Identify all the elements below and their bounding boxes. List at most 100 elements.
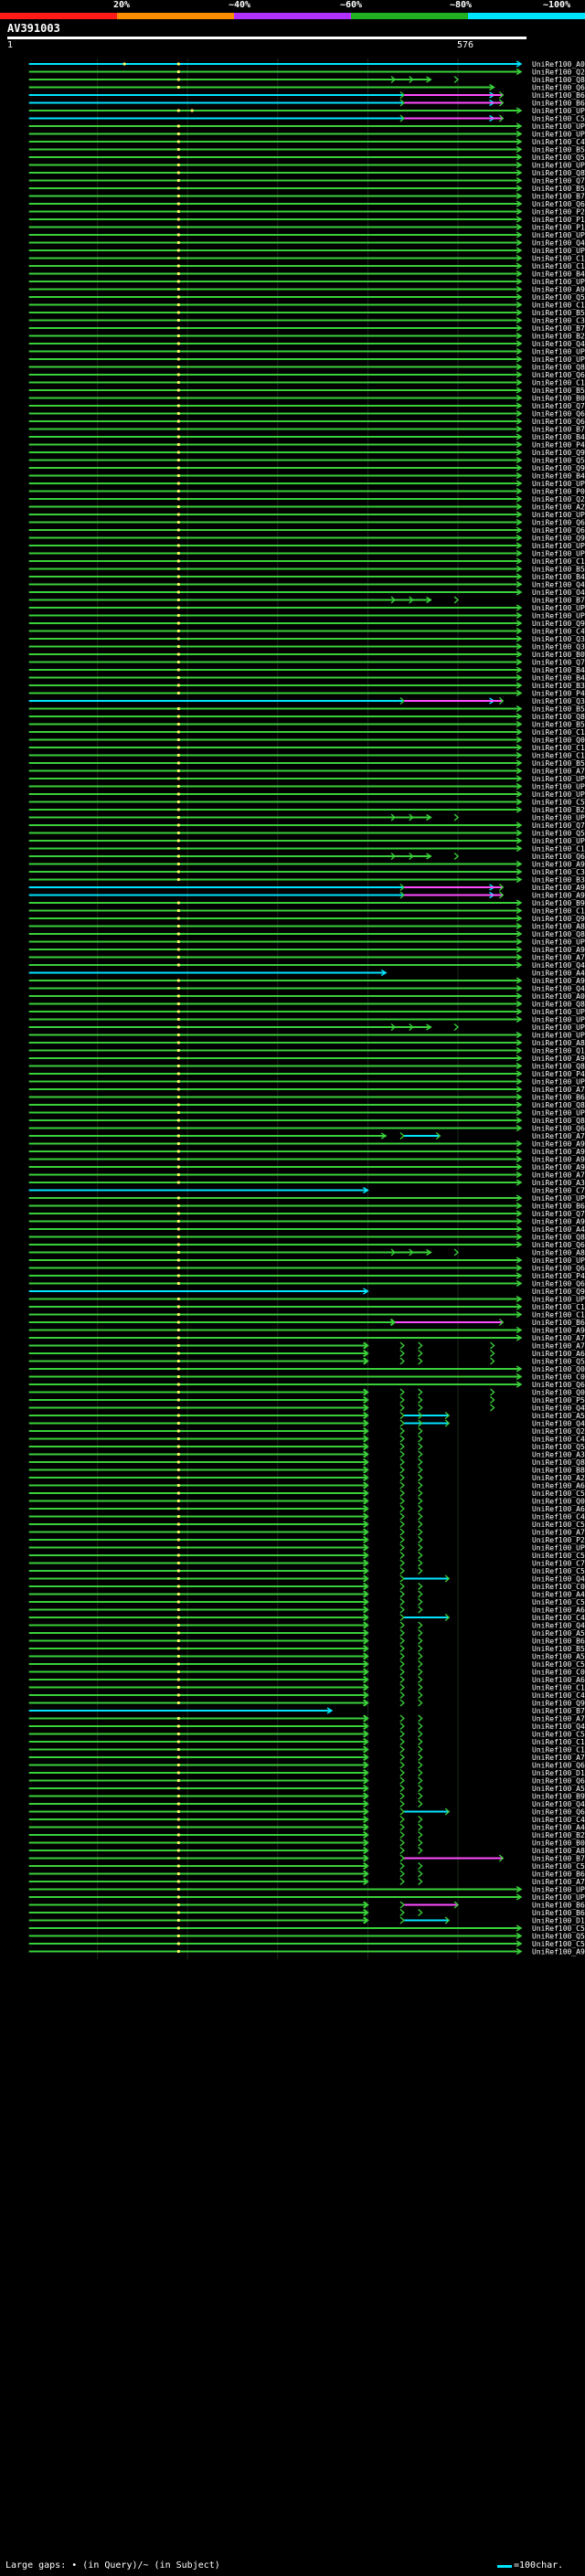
hit-label[interactable]: UniRef100_UP1000... [532,1256,585,1265]
hit-label[interactable]: UniRef100_Q9YHV6 [532,464,585,472]
hit-label[interactable]: UniRef100_Q65353 [532,84,585,92]
hit-label[interactable]: UniRef100_C1BXZ1 [532,728,585,737]
hit-label[interactable]: UniRef100_A9SUJ3 [532,1163,585,1171]
hit-label[interactable]: UniRef100_A5E640 [532,1653,585,1661]
hit-label[interactable]: UniRef100_UP1000... [532,612,585,620]
hit-label[interactable]: UniRef100_UP1000... [532,131,585,139]
hit-label[interactable]: UniRef100_O44248 [532,588,585,597]
hit-label[interactable]: UniRef100_Q9YGR5 [532,620,585,628]
hit-label[interactable]: UniRef100_B4LQQ5 [532,270,585,279]
hit-label[interactable]: UniRef100_Q5EGD2 [532,1933,585,1941]
hit-label[interactable]: UniRef100_UP1000... [532,1544,585,1553]
hit-label[interactable]: UniRef100_A9PI54 [532,1140,585,1149]
hit-label[interactable]: UniRef100_C7TXS6 [532,1187,585,1195]
hit-label[interactable]: UniRef100_P09895 [532,488,585,496]
hit-label[interactable]: UniRef100_C4Y6S2 [532,1691,585,1700]
hit-label[interactable]: UniRef100_A9PB43 [532,946,585,954]
hit-label[interactable]: UniRef100_Q0C971 [532,1389,585,1397]
hit-label[interactable]: UniRef100_B6TYP7 [532,91,585,100]
hit-label[interactable]: UniRef100_UP1000... [532,278,585,286]
hit-label[interactable]: UniRef100_UP1000... [532,790,585,799]
hit-label[interactable]: UniRef100_P49207 [532,1070,585,1078]
hit-label[interactable]: UniRef100_A9Z178 [532,286,585,294]
hit-label[interactable]: UniRef100_C4LUS6 [532,1614,585,1622]
hit-label[interactable]: UniRef100_UP1000... [532,1109,585,1118]
hit-label[interactable]: UniRef100_C1BFB7 [532,302,585,310]
hit-label[interactable]: UniRef100_A4S796 [532,1225,585,1234]
hit-label[interactable]: UniRef100_UP1000... [532,1016,585,1024]
hit-label[interactable]: UniRef100_A0UEW1 [532,992,585,1001]
hit-label[interactable]: UniRef100_B4KFT7 [532,472,585,481]
hit-label[interactable]: UniRef100_Q8W617 [532,169,585,177]
hit-label[interactable]: UniRef100_Q9W5R8 [532,449,585,457]
hit-label[interactable]: UniRef100_B5DFA1 [532,759,585,768]
hit-label[interactable]: UniRef100_A5DG27 [532,1785,585,1793]
hit-label[interactable]: UniRef100_Q9YHR6 [532,535,585,543]
hit-label[interactable]: UniRef100_UP1000... [532,1886,585,1894]
hit-label[interactable]: UniRef100_Q6BQU2 [532,1777,585,1786]
hit-label[interactable]: UniRef100_A9NXC3 [532,977,585,985]
hit-label[interactable]: UniRef100_B6SMX0 [532,1203,585,1211]
hit-label[interactable]: UniRef100_Q4S138 [532,340,585,348]
hit-label[interactable]: UniRef100_C3KHP7 [532,868,585,876]
hit-label[interactable]: UniRef100_Q0JGY1 [532,737,585,745]
hit-label[interactable]: UniRef100_B4NHV3 [532,674,585,683]
hit-label[interactable]: UniRef100_C5DXN6 [532,1598,585,1606]
hit-label[interactable]: UniRef100_Q8LBI1 [532,1063,585,1071]
hit-label[interactable]: UniRef100_B7TJH5 [532,1707,585,1715]
hit-label[interactable]: UniRef100_A3GHU2 [532,1451,585,1459]
hit-label[interactable]: UniRef100_C5DEL7 [532,1489,585,1498]
hit-label[interactable]: UniRef100_P47962 [532,690,585,698]
hit-label[interactable]: UniRef100_A9TXC5 [532,1148,585,1156]
hit-label[interactable]: UniRef100_C1BLJ4 [532,907,585,916]
hit-label[interactable]: UniRef100_P26321 [532,1536,585,1544]
hit-label[interactable]: UniRef100_UP1000... [532,231,585,239]
hit-label[interactable]: UniRef100_Q38HU5 [532,697,585,705]
hit-label[interactable]: UniRef100_Q6C8R9 [532,1280,585,1288]
hit-label[interactable]: UniRef100_C1GPV3 [532,1738,585,1746]
hit-label[interactable]: UniRef100_A7QBK0 [532,1132,585,1140]
hit-label[interactable]: UniRef100_B5DGH0 [532,309,585,317]
hit-label[interactable]: UniRef100_B5DEY9 [532,721,585,729]
hit-label[interactable]: UniRef100_A3KO11 [532,1179,585,1187]
hit-label[interactable]: UniRef100_Q3UBS0 [532,635,585,643]
hit-label[interactable]: UniRef100_Q7SC13 [532,1210,585,1218]
hit-label[interactable]: UniRef100_Q4D2N2 [532,985,585,993]
hit-label[interactable]: UniRef100_A4UYM9 [532,970,585,978]
hit-label[interactable]: UniRef100_Q8AV02 [532,364,585,372]
hit-label[interactable]: UniRef100_Q0DXQ3 [532,1365,585,1373]
hit-label[interactable]: UniRef100_Q6UNT2 [532,853,585,861]
hit-label[interactable]: UniRef100_A9P829 [532,892,585,900]
hit-label[interactable]: UniRef100_B5GL74 [532,146,585,154]
hit-label[interactable]: UniRef100_A6SL56 [532,1350,585,1358]
hit-label[interactable]: UniRef100_Q62767 [532,1241,585,1249]
hit-label[interactable]: UniRef100_B6HHZ3 [532,1319,585,1327]
hit-label[interactable]: UniRef100_P46777 [532,441,585,450]
hit-label[interactable]: UniRef100_P52822 [532,1396,585,1405]
hit-label[interactable]: UniRef100_Q4SSK4 [532,961,585,970]
hit-label[interactable]: UniRef100_Q6GN71 [532,526,585,535]
hit-label[interactable]: UniRef100_A5DSF0 [532,1629,585,1638]
hit-label[interactable]: UniRef100_A7RF69 [532,1171,585,1180]
hit-label[interactable]: UniRef100_A7RHR2 [532,1086,585,1094]
hit-label[interactable]: UniRef100_C1BR02 [532,744,585,752]
hit-label[interactable]: UniRef100_UP1000... [532,162,585,170]
hit-label[interactable]: UniRef100_A7EYW0 [532,1342,585,1351]
hit-label[interactable]: UniRef100_UP1000... [532,107,585,115]
hit-label[interactable]: UniRef100_Q8HTM3 [532,76,585,84]
hit-label[interactable]: UniRef100_B6JYN7 [532,1638,585,1646]
hit-label[interactable]: UniRef100_B6QE83 [532,1871,585,1879]
hit-label[interactable]: UniRef100_A9SHA3 [532,1055,585,1063]
hit-label[interactable]: UniRef100_UP1000... [532,1893,585,1902]
hit-label[interactable]: UniRef100_C5MG62 [532,1552,585,1560]
hit-label[interactable]: UniRef100_B0R2E6 [532,1839,585,1848]
hit-label[interactable]: UniRef100_A7E6W8 [532,1754,585,1762]
hit-label[interactable]: UniRef100_A9P5W8 [532,1327,585,1335]
hit-label[interactable]: UniRef100_P15126 [532,216,585,224]
hit-label[interactable]: UniRef100_UP1000... [532,1023,585,1032]
hit-label[interactable]: UniRef100_C5GUG8 [532,1731,585,1739]
hit-label[interactable]: UniRef100_D1P509 [532,1769,585,1777]
hit-label[interactable]: UniRef100_C5G534 [532,1521,585,1529]
hit-label[interactable]: UniRef100_UP1000... [532,480,585,488]
hit-label[interactable]: UniRef100_B6AHM9 [532,1909,585,1917]
